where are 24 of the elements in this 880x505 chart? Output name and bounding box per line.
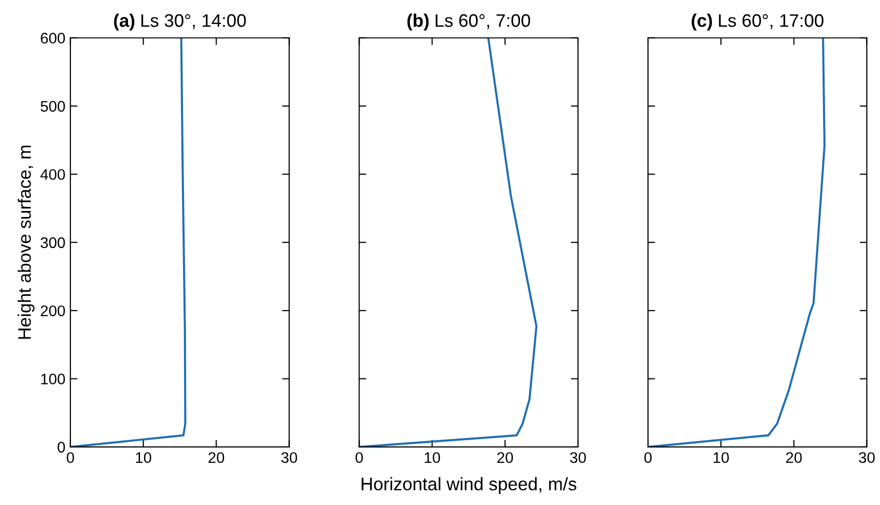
- x-tick-label: 30: [570, 452, 586, 464]
- y-tick-label: 200: [40, 305, 65, 316]
- x-tick-label: 10: [424, 452, 440, 464]
- x-tick-label: 0: [356, 452, 363, 464]
- x-tick-label: 10: [714, 452, 729, 464]
- x-tick-label: 0: [644, 452, 652, 464]
- y-tick-label: 300: [40, 237, 65, 248]
- x-tick-label: 20: [497, 452, 513, 464]
- chart-title: (c) Ls 60°, 17:00: [692, 14, 824, 31]
- y-tick-label: 100: [41, 374, 65, 384]
- y-tick-label: 600: [40, 32, 65, 44]
- chart-title: (b) Ls 60°, 7:00: [407, 14, 530, 31]
- y-axis-title: Height above surface, m: [18, 146, 34, 339]
- x-tick-label: 30: [281, 452, 298, 464]
- y-tick-label: 400: [40, 169, 65, 180]
- x-tick-label: 0: [66, 452, 74, 464]
- x-axis-title: Horizontal wind speed, m/s: [362, 477, 576, 494]
- chart-title: (a) Ls 30°, 14:00: [114, 14, 246, 31]
- y-tick-label: 500: [40, 100, 65, 112]
- x-tick-label: 10: [136, 452, 152, 464]
- x-tick-label: 20: [208, 452, 224, 464]
- y-tick-label: 0: [58, 442, 65, 453]
- x-tick-label: 30: [858, 452, 875, 464]
- x-tick-label: 20: [786, 452, 802, 464]
